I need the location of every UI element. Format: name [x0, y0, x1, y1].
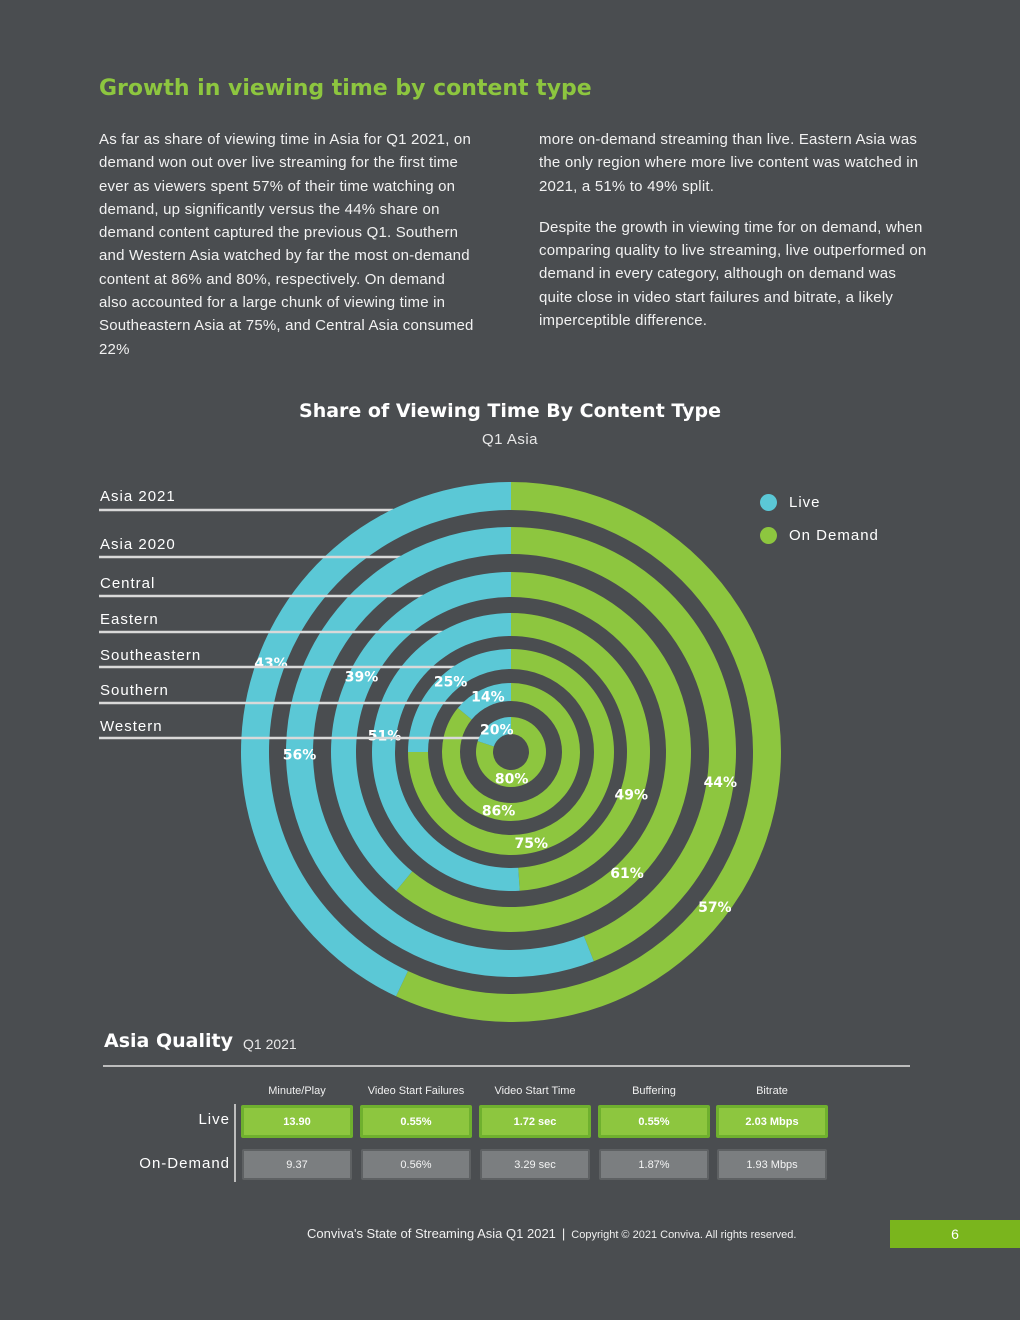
on-demand-arc: [396, 482, 782, 1023]
on-demand-value-label: 75%: [515, 836, 549, 852]
body-text-right-column: more on-demand streaming than live. East…: [539, 128, 931, 350]
footer-text: Conviva's State of Streaming Asia Q1 202…: [307, 1226, 796, 1241]
on-demand-value-label: 86%: [482, 804, 516, 820]
chart-title: Share of Viewing Time By Content Type: [299, 400, 721, 422]
quality-cell-live: 0.55%: [360, 1105, 472, 1138]
quality-row-divider: [234, 1104, 236, 1182]
quality-cell-live: 13.90: [241, 1105, 353, 1138]
legend-label-live: Live: [789, 494, 821, 511]
quality-cell-live: 2.03 Mbps: [716, 1105, 828, 1138]
legend-item-on-demand: On Demand: [760, 519, 879, 552]
quality-cell-live: 1.72 sec: [479, 1105, 591, 1138]
live-value-label: 43%: [254, 656, 288, 672]
ring-label: Eastern: [100, 611, 159, 628]
quality-column-header: Bitrate: [756, 1085, 788, 1097]
on-demand-value-label: 80%: [495, 771, 529, 787]
chart-subtitle: Q1 Asia: [481, 431, 539, 448]
quality-cell-on-demand: 3.29 sec: [480, 1149, 590, 1180]
quality-column-header: Video Start Time: [494, 1085, 576, 1097]
live-value-label: 25%: [434, 674, 468, 690]
body-text-left-column: As far as share of viewing time in Asia …: [99, 128, 474, 379]
quality-column-header: Video Start Failures: [367, 1085, 465, 1097]
ring-label: Southern: [100, 682, 169, 699]
legend-swatch-live: [760, 494, 777, 511]
legend-swatch-on-demand: [760, 527, 777, 544]
ring-label: Western: [100, 718, 163, 735]
footer-report-title: Conviva's State of Streaming Asia Q1 202…: [307, 1226, 556, 1241]
live-arc: [477, 717, 511, 747]
footer-separator: |: [561, 1226, 566, 1241]
ring-label: Southeastern: [100, 647, 201, 664]
on-demand-arc: [511, 612, 651, 891]
quality-subtitle: Q1 2021: [243, 1036, 297, 1052]
quality-row-label-on-demand: On-Demand: [139, 1155, 230, 1172]
on-demand-arc: [475, 717, 546, 787]
on-demand-arc: [408, 649, 614, 855]
footer-copyright: Copyright © 2021 Conviva. All rights res…: [571, 1229, 797, 1241]
quality-column-header: Minute/Play: [268, 1085, 326, 1097]
live-arc: [241, 482, 511, 997]
quality-cell-on-demand: 1.87%: [599, 1149, 709, 1180]
paragraph-1-part-2: more on-demand streaming than live. East…: [539, 131, 919, 195]
paragraph-1-part-1: As far as share of viewing time in Asia …: [99, 131, 474, 358]
on-demand-value-label: 61%: [610, 866, 644, 882]
legend-item-live: Live: [760, 486, 879, 519]
live-value-label: 39%: [345, 669, 379, 685]
on-demand-arc: [442, 683, 581, 822]
quality-cell-on-demand: 1.93 Mbps: [717, 1149, 827, 1180]
live-arc: [330, 572, 511, 891]
live-value-label: 51%: [368, 729, 402, 745]
live-value-label: 20%: [480, 723, 514, 739]
on-demand-value-label: 49%: [615, 787, 649, 803]
chart-legend: Live On Demand: [760, 486, 879, 552]
ring-label: Central: [100, 575, 155, 592]
live-value-label: 14%: [471, 690, 505, 706]
quality-title: Asia Quality: [104, 1030, 233, 1052]
quality-column-header: Buffering: [632, 1085, 676, 1097]
quality-cell-on-demand: 9.37: [242, 1149, 352, 1180]
section-title: Growth in viewing time by content type: [99, 76, 592, 101]
live-arc: [372, 613, 520, 891]
paragraph-2: Despite the growth in viewing time for o…: [539, 218, 927, 330]
live-value-label: 56%: [283, 748, 317, 764]
on-demand-arc: [396, 572, 691, 932]
on-demand-value-label: 57%: [698, 900, 732, 916]
legend-label-on-demand: On Demand: [789, 527, 879, 544]
live-arc: [286, 527, 594, 977]
live-arc: [408, 649, 511, 752]
page-number: 6: [890, 1220, 1020, 1248]
ring-label: Asia 2021: [100, 488, 176, 505]
ring-label: Asia 2020: [100, 536, 176, 553]
on-demand-arc: [511, 527, 737, 962]
quality-divider: [103, 1065, 910, 1067]
quality-cell-live: 0.55%: [598, 1105, 710, 1138]
quality-cell-on-demand: 0.56%: [361, 1149, 471, 1180]
quality-row-label-live: Live: [198, 1111, 230, 1128]
live-arc: [457, 683, 511, 720]
on-demand-value-label: 44%: [704, 775, 738, 791]
